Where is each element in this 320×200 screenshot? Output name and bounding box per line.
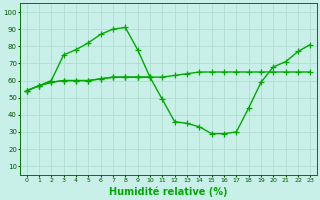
X-axis label: Humidité relative (%): Humidité relative (%) — [109, 186, 228, 197]
